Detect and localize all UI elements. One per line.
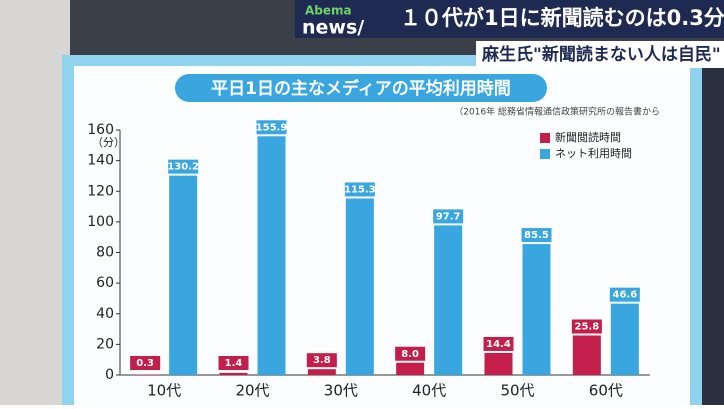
x-tick-label: 50代 [500, 382, 534, 400]
logo: news/ [302, 17, 364, 39]
legend-label: ネット利用時間 [555, 147, 632, 160]
value-label: 8.0 [401, 349, 419, 360]
y-tick-label: 0 [105, 367, 114, 383]
logo: Abema [305, 4, 352, 18]
value-label: 130.2 [167, 162, 199, 173]
value-label: 97.7 [436, 211, 461, 222]
x-tick-label: 20代 [235, 382, 269, 400]
value-label: 46.6 [612, 290, 637, 301]
y-tick-label: 120 [87, 183, 114, 199]
chart-subtitle: （2016年 総務省情報通信政策研究所の報告書から [454, 106, 660, 118]
bar [258, 136, 286, 375]
value-label: 14.4 [486, 339, 511, 350]
chart-title: 平日1日の主なメディアの平均利用時間 [211, 78, 511, 99]
x-tick-label: 30代 [324, 382, 358, 400]
bar [169, 176, 197, 375]
bar [220, 373, 248, 375]
value-label: 3.8 [313, 355, 331, 366]
bar [396, 363, 424, 375]
legend-swatch [540, 133, 550, 143]
value-label: 155.9 [256, 122, 288, 133]
bar [434, 225, 462, 375]
subheadline: 麻生氏"新聞読まない人は自民" [481, 44, 721, 65]
y-tick-label: 140 [87, 153, 114, 169]
legend-label: 新聞閲読時間 [555, 130, 621, 144]
y-tick-label: 20 [96, 336, 114, 352]
legend-swatch [540, 149, 550, 159]
y-tick-label: 80 [96, 245, 114, 261]
x-tick-label: 10代 [147, 382, 181, 400]
y-tick-label: 100 [87, 214, 114, 230]
bar [523, 244, 551, 375]
person-left [0, 0, 70, 405]
headline: １０代が1日に新聞読むのは0.3分 [400, 6, 724, 30]
y-tick-label: 60 [96, 275, 114, 291]
x-tick-label: 40代 [412, 382, 446, 400]
bar [573, 335, 601, 375]
value-label: 0.3 [136, 358, 154, 369]
bar [611, 304, 639, 375]
x-tick-label: 60代 [589, 382, 623, 400]
bar [308, 369, 336, 375]
value-label: 1.4 [225, 358, 243, 369]
bar [346, 198, 374, 375]
value-label: 25.8 [574, 321, 599, 332]
value-label: 115.3 [344, 184, 376, 195]
value-label: 85.5 [524, 230, 549, 241]
bar [485, 353, 513, 375]
y-tick-label: 160 [87, 122, 114, 138]
y-tick-label: 40 [96, 306, 114, 322]
